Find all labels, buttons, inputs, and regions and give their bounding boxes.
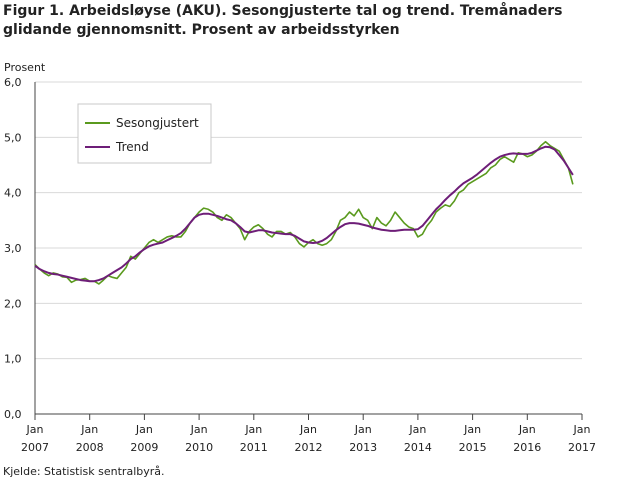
x-tick-label-year: 2014 — [404, 441, 432, 454]
x-tick-label-month: Jan — [573, 423, 591, 436]
x-tick-label-year: 2011 — [240, 441, 268, 454]
series-line-trend — [34, 145, 574, 283]
y-tick-label: 5,0 — [4, 131, 22, 144]
y-tick-label: 1,0 — [4, 353, 22, 366]
x-tick-label-year: 2010 — [185, 441, 213, 454]
chart-title: Figur 1. Arbeidsløyse (AKU). Sesongjuste… — [3, 3, 563, 38]
y-tick-label: 3,0 — [4, 242, 22, 255]
source-note: Kjelde: Statistisk sentralbyrå. — [3, 465, 165, 478]
axes — [34, 82, 583, 420]
legend-box — [77, 103, 212, 164]
series-lines — [34, 140, 574, 285]
y-tick-label: 4,0 — [4, 187, 22, 200]
x-tick-label-year: 2017 — [568, 441, 596, 454]
x-tick-label-month: Jan — [518, 423, 536, 436]
x-tick-label-month: Jan — [244, 423, 262, 436]
x-tick-label-month: Jan — [26, 423, 44, 436]
x-tick-label-month: Jan — [408, 423, 426, 436]
y-axis-label: Prosent — [4, 61, 46, 74]
x-tick-label-year: 2012 — [295, 441, 323, 454]
legend-label-trend: Trend — [115, 140, 149, 154]
y-tick-label: 0,0 — [4, 408, 22, 421]
x-tick-label-month: Jan — [299, 423, 317, 436]
series-line-sesongjustert — [34, 140, 574, 285]
x-tick-label-month: Jan — [463, 423, 481, 436]
x-tick-label-year: 2015 — [459, 441, 487, 454]
x-tick-labels: Jan 2007 Jan 2008 Jan 2009 Jan 2010 Jan 2011 Jan 20… — [21, 423, 596, 454]
y-tick-label: 2,0 — [4, 297, 22, 310]
x-tick-label-year: 2009 — [130, 441, 158, 454]
legend-label-sesongjustert: Sesongjustert — [116, 116, 199, 130]
x-tick-label-year: 2008 — [76, 441, 104, 454]
x-tick-label-year: 2016 — [513, 441, 541, 454]
x-tick-label-month: Jan — [190, 423, 208, 436]
legend: Sesongjustert Trend — [77, 103, 212, 164]
x-tick-label-month: Jan — [80, 423, 98, 436]
grid-lines — [35, 81, 582, 360]
y-tick-labels: 0,0 1,0 2,0 3,0 4,0 5,0 6,0 — [4, 76, 22, 421]
x-tick-label-year: 2013 — [349, 441, 377, 454]
y-tick-label: 6,0 — [4, 76, 22, 89]
x-tick-label-year: 2007 — [21, 441, 49, 454]
x-tick-label-month: Jan — [135, 423, 153, 436]
x-tick-label-month: Jan — [354, 423, 372, 436]
